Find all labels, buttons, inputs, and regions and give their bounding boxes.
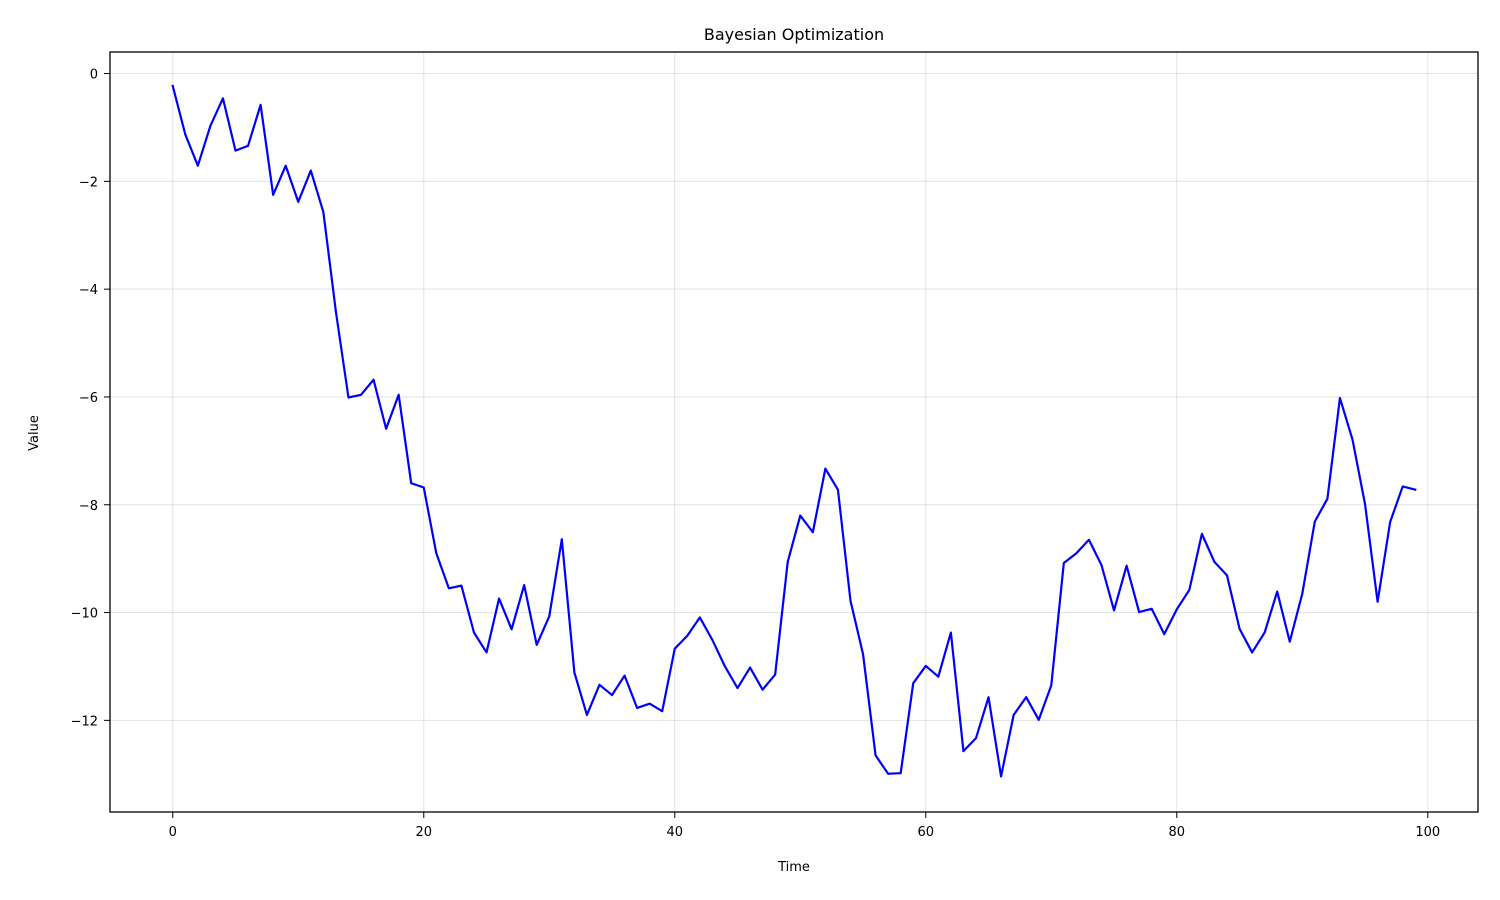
series-layer (171, 84, 1417, 778)
y-tick-label: −4 (79, 283, 98, 298)
y-tick-label: −2 (79, 175, 98, 190)
x-tick-label: 40 (666, 825, 683, 840)
gridlines (110, 52, 1478, 812)
y-tick-label: −10 (71, 607, 98, 622)
series-line (171, 84, 1417, 778)
y-tick-label: −8 (79, 499, 98, 514)
x-tick-label: 0 (169, 825, 177, 840)
x-tick-label: 100 (1415, 825, 1440, 840)
x-axis: 0 20 40 60 80 100 (169, 812, 1440, 840)
y-tick-label: 0 (90, 68, 98, 83)
x-axis-label: Time (777, 860, 810, 875)
y-axis: 0 −2 −4 −6 −8 −10 −12 (71, 68, 110, 729)
y-axis-label: Value (27, 415, 42, 451)
x-tick-label: 60 (918, 825, 935, 840)
plot-frame (109, 51, 1479, 813)
y-tick-label: −12 (71, 714, 98, 729)
x-tick-label: 80 (1169, 825, 1186, 840)
chart-title: Bayesian Optimization (704, 25, 884, 44)
y-tick-label: −6 (79, 391, 98, 406)
x-tick-label: 20 (415, 825, 432, 840)
